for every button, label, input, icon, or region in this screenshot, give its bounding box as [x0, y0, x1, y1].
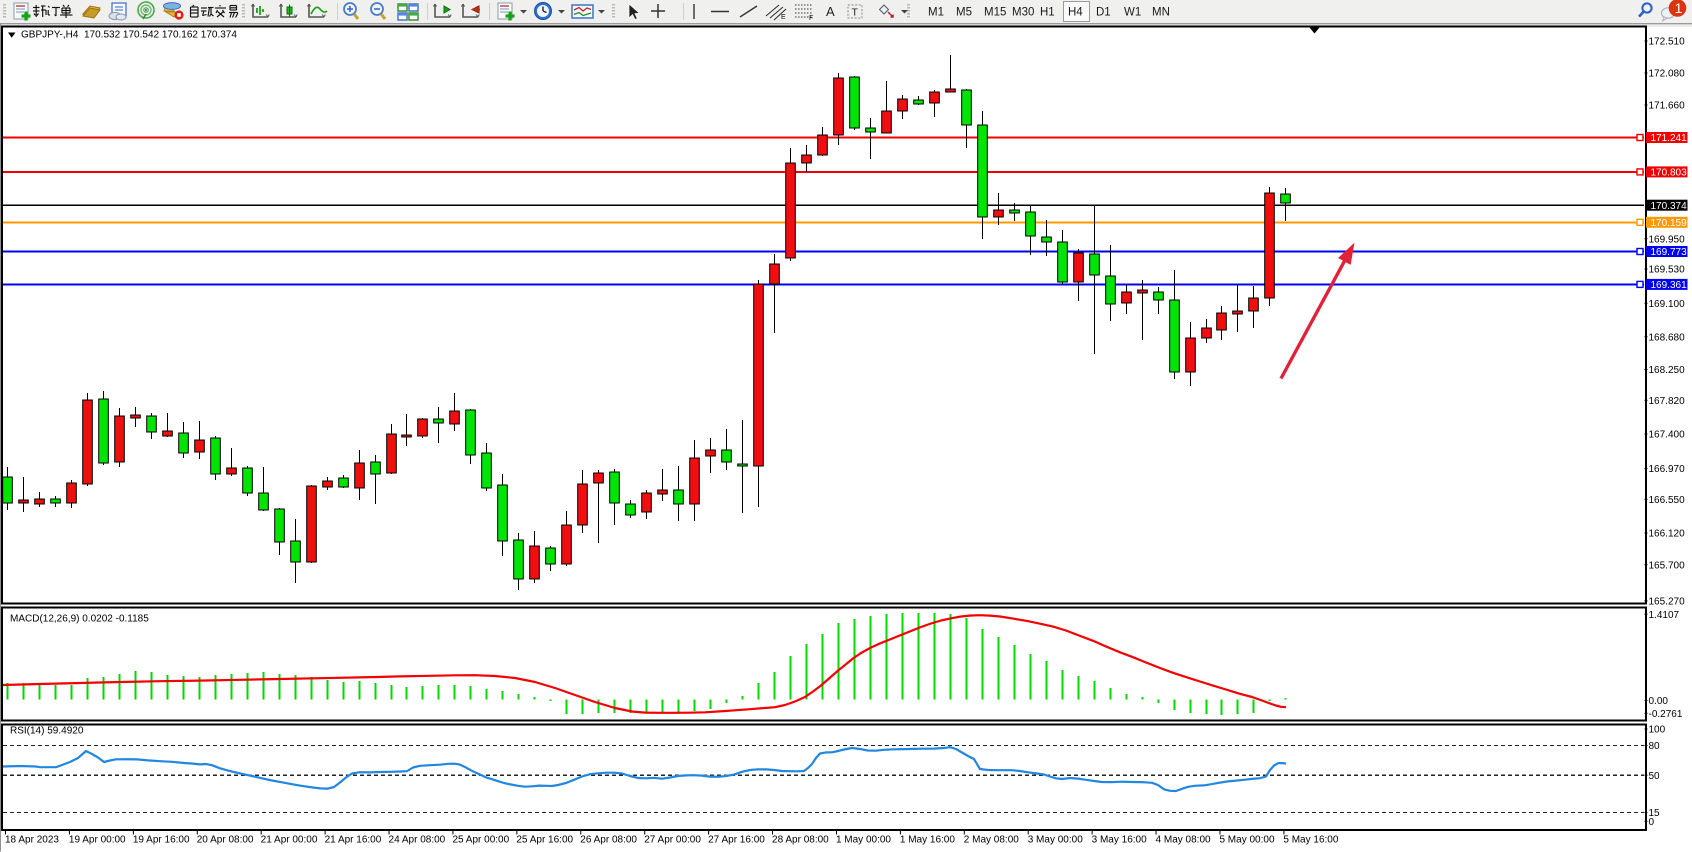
svg-text:GBPJPY-,H4 170.532 170.542 17: GBPJPY-,H4 170.532 170.542 170.162 170.3… [21, 30, 237, 41]
svg-text:E: E [781, 14, 786, 21]
svg-text:27 Apr 00:00: 27 Apr 00:00 [644, 835, 701, 846]
svg-text:0.00: 0.00 [1649, 696, 1669, 707]
svg-text:T: T [852, 7, 859, 19]
svg-text:3 May 16:00: 3 May 16:00 [1092, 835, 1147, 846]
svg-text:M5: M5 [956, 7, 972, 19]
svg-text:MACD(12,26,9) 0.0202 -0.1185: MACD(12,26,9) 0.0202 -0.1185 [10, 614, 149, 625]
svg-text:18 Apr 2023: 18 Apr 2023 [5, 835, 59, 846]
svg-text:168.250: 168.250 [1649, 365, 1686, 376]
svg-text:28 Apr 08:00: 28 Apr 08:00 [772, 835, 829, 846]
svg-text:171.660: 171.660 [1649, 101, 1686, 112]
svg-text:166.550: 166.550 [1649, 495, 1686, 506]
svg-text:168.680: 168.680 [1649, 332, 1686, 343]
svg-text:M1: M1 [928, 7, 944, 19]
svg-text:W1: W1 [1124, 7, 1141, 19]
svg-text:1: 1 [1675, 0, 1683, 16]
svg-text:H1: H1 [1040, 7, 1055, 19]
svg-text:169.773: 169.773 [1651, 247, 1688, 258]
svg-text:1 May 00:00: 1 May 00:00 [836, 835, 891, 846]
svg-text:H4: H4 [1068, 7, 1083, 19]
svg-text:MN: MN [1152, 7, 1170, 19]
svg-text:167.820: 167.820 [1649, 396, 1686, 407]
svg-text:0: 0 [1649, 817, 1655, 828]
svg-text:172.510: 172.510 [1649, 37, 1686, 48]
svg-text:25 Apr 00:00: 25 Apr 00:00 [452, 835, 509, 846]
svg-text:171.241: 171.241 [1651, 133, 1688, 144]
svg-text:M15: M15 [984, 7, 1006, 19]
svg-text:-0.2761: -0.2761 [1649, 709, 1683, 720]
svg-text:15: 15 [1649, 808, 1661, 819]
svg-text:169.361: 169.361 [1651, 280, 1688, 291]
svg-text:167.400: 167.400 [1649, 430, 1686, 441]
svg-text:D1: D1 [1096, 7, 1111, 19]
svg-text:1.4107: 1.4107 [1649, 610, 1680, 621]
svg-text:172.080: 172.080 [1649, 69, 1686, 80]
svg-text:169.950: 169.950 [1649, 234, 1686, 245]
svg-text:RSI(14) 59.4920: RSI(14) 59.4920 [10, 726, 84, 737]
svg-text:170.159: 170.159 [1651, 218, 1688, 229]
svg-text:21 Apr 16:00: 21 Apr 16:00 [325, 835, 382, 846]
svg-text:169.530: 169.530 [1649, 265, 1686, 276]
svg-text:170.803: 170.803 [1651, 168, 1688, 179]
svg-text:169.100: 169.100 [1649, 299, 1686, 310]
svg-text:166.970: 166.970 [1649, 464, 1686, 475]
svg-text:24 Apr 08:00: 24 Apr 08:00 [389, 835, 446, 846]
svg-text:5 May 00:00: 5 May 00:00 [1219, 835, 1274, 846]
svg-text:4 May 08:00: 4 May 08:00 [1156, 835, 1211, 846]
svg-text:M30: M30 [1012, 7, 1034, 19]
svg-text:26 Apr 08:00: 26 Apr 08:00 [580, 835, 637, 846]
svg-text:3 May 00:00: 3 May 00:00 [1028, 835, 1083, 846]
svg-text:170.374: 170.374 [1651, 201, 1688, 212]
svg-text:165.700: 165.700 [1649, 560, 1686, 571]
svg-text:165.270: 165.270 [1649, 597, 1686, 608]
svg-text:F: F [809, 15, 813, 22]
svg-text:A: A [826, 4, 835, 19]
svg-text:2 May 08:00: 2 May 08:00 [964, 835, 1019, 846]
svg-text:21 Apr 00:00: 21 Apr 00:00 [261, 835, 318, 846]
svg-text:80: 80 [1649, 741, 1661, 752]
svg-text:100: 100 [1649, 725, 1666, 736]
svg-text:19 Apr 00:00: 19 Apr 00:00 [69, 835, 126, 846]
svg-text:1 May 16:00: 1 May 16:00 [900, 835, 955, 846]
svg-text:20 Apr 08:00: 20 Apr 08:00 [197, 835, 254, 846]
svg-text:27 Apr 16:00: 27 Apr 16:00 [708, 835, 765, 846]
svg-text:166.120: 166.120 [1649, 529, 1686, 540]
svg-text:25 Apr 16:00: 25 Apr 16:00 [516, 835, 573, 846]
svg-text:50: 50 [1649, 771, 1661, 782]
svg-text:19 Apr 16:00: 19 Apr 16:00 [133, 835, 190, 846]
svg-text:5 May 16:00: 5 May 16:00 [1283, 835, 1338, 846]
